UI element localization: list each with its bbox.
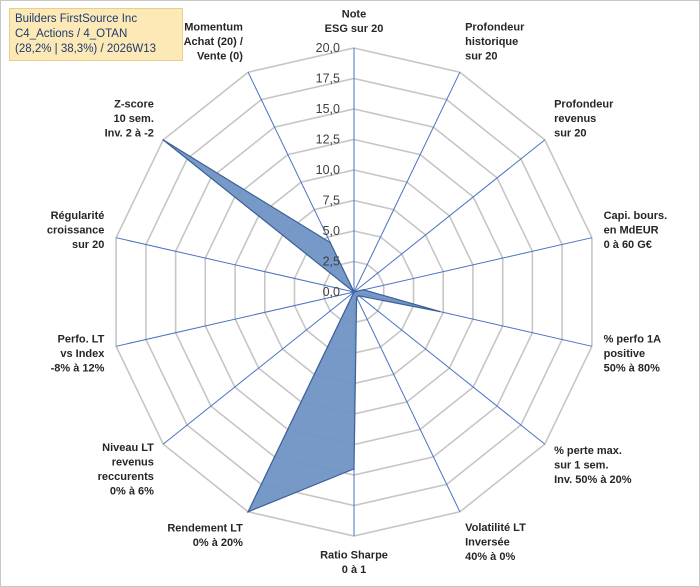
axis-label-14: Momentum Achat (20) / Vente (0)	[184, 21, 244, 62]
axis-label-2: Profondeur historique sur 20	[465, 21, 525, 62]
axis-label-line: Inversée	[465, 536, 510, 548]
spoke-10	[162, 291, 355, 445]
axis-label-line: Note	[342, 8, 366, 20]
axis-label-line: sur 20	[554, 128, 586, 140]
spoke-4	[353, 237, 593, 293]
company-name: Builders FirstSource Inc	[15, 13, 138, 25]
axis-label-3: Profondeur revenus sur 20	[554, 99, 614, 140]
axis-label-line: sur 20	[72, 239, 104, 251]
spoke-7	[353, 291, 461, 513]
axis-label-line: 0% à 20%	[193, 537, 243, 549]
axis-label-line: Achat (20) /	[184, 36, 243, 48]
axis-label-line: 40% à 0%	[465, 551, 515, 563]
series-point-9	[247, 511, 249, 513]
axis-label-line: sur 1 sem.	[554, 459, 608, 471]
axis-label-line: revenus	[112, 457, 154, 469]
axis-label-4: Capi. bours. en MdEUR 0 à 60 G€	[604, 210, 668, 251]
axis-label-line: Niveau LT	[102, 442, 154, 454]
tick-label: 15,0	[316, 102, 340, 116]
axis-label-line: Ratio Sharpe	[320, 549, 388, 561]
axis-label-line: 0 à 1	[342, 564, 366, 576]
radial-tick-labels: 0,0 2,5 5,0 7,5 10,0 12,5 15,0 17,5 20,0	[316, 41, 340, 299]
axis-label-line: reccurents	[98, 471, 154, 483]
tick-label: 10,0	[316, 163, 340, 177]
tick-label: 17,5	[316, 72, 340, 86]
axis-label-line: croissance	[47, 224, 104, 236]
axis-label-line: Perfo. LT	[58, 334, 105, 346]
axis-labels: Note ESG sur 20 Profondeur historique sur 20…	[47, 8, 667, 576]
axis-label-line: historique	[465, 36, 518, 48]
axis-label-line: -8% à 12%	[51, 363, 105, 375]
series-point-14	[329, 241, 332, 244]
series-point-4	[362, 289, 365, 291]
axis-label-6: % perte max. sur 1 sem. Inv. 50% à 20%	[554, 445, 632, 486]
spoke-11	[115, 291, 355, 347]
axis-label-line: Z-score	[114, 99, 154, 111]
axis-label-line: positive	[604, 348, 646, 360]
axis-label-line: Momentum	[184, 21, 243, 33]
series-point-5	[438, 310, 441, 313]
axis-label-11: Perfo. LT vs Index -8% à 12%	[51, 334, 106, 375]
tick-label: 7,5	[323, 194, 340, 208]
series-point-12	[353, 291, 355, 293]
axis-label-line: sur 20	[465, 50, 497, 62]
axis-label-line: 50% à 80%	[604, 363, 660, 375]
series-point-13	[162, 139, 164, 141]
axis-label-line: Capi. bours.	[604, 210, 668, 222]
axis-label-line: 10 sem.	[114, 113, 154, 125]
spoke-2	[353, 71, 461, 293]
axis-label-10: Niveau LT revenus reccurents 0% à 6%	[98, 442, 155, 498]
axis-label-line: Volatilité LT	[465, 522, 526, 534]
axis-label-12: Régularité croissance sur 20	[47, 210, 104, 251]
scores-week: (28,2% | 38,3%) / 2026W13	[15, 43, 157, 55]
tick-label: 20,0	[316, 41, 340, 55]
axis-label-7: Volatilité LT Inversée 40% à 0%	[465, 522, 526, 563]
axis-label-line: Vente (0)	[197, 50, 243, 62]
radar-series	[162, 139, 441, 513]
axis-label-line: % perte max.	[554, 445, 622, 457]
axis-label-line: Régularité	[51, 210, 105, 222]
axis-label-9: Rendement LT 0% à 20%	[167, 523, 243, 550]
axis-label-line: vs Index	[60, 348, 105, 360]
series-point-6	[358, 295, 360, 297]
series-point-8	[353, 468, 355, 470]
axis-label-line: 0 à 60 G€	[604, 239, 652, 251]
axis-label-line: Profondeur	[554, 99, 614, 111]
spoke-6	[353, 291, 546, 445]
spoke-12	[115, 237, 355, 293]
tick-label: 0,0	[323, 285, 340, 299]
axis-label-line: 0% à 6%	[110, 486, 154, 498]
axis-label-line: % perfo 1A	[604, 334, 662, 346]
axis-label-line: Rendement LT	[167, 523, 243, 535]
tick-label: 2,5	[323, 255, 340, 269]
spoke-3	[353, 139, 546, 293]
axis-label-line: revenus	[554, 113, 596, 125]
axis-label-line: Inv. 50% à 20%	[554, 474, 632, 486]
category-path: C4_Actions / 4_OTAN	[15, 28, 128, 40]
axis-label-8: Ratio Sharpe 0 à 1	[320, 549, 388, 576]
series-point-7	[355, 296, 358, 299]
axis-label-13: Z-score 10 sem. Inv. 2 à -2	[105, 99, 154, 140]
axis-label-line: ESG sur 20	[325, 23, 384, 35]
tick-label: 12,5	[316, 133, 340, 147]
chart-title-box: Builders FirstSource Inc C4_Actions / 4_…	[9, 8, 183, 61]
axis-label-1: Note ESG sur 20	[325, 8, 384, 35]
axis-label-line: en MdEUR	[604, 224, 659, 236]
axis-label-line: Profondeur	[465, 21, 525, 33]
tick-label: 5,0	[323, 224, 340, 238]
axis-label-line: Inv. 2 à -2	[105, 128, 154, 140]
axis-label-5: % perfo 1A positive 50% à 80%	[604, 334, 662, 375]
